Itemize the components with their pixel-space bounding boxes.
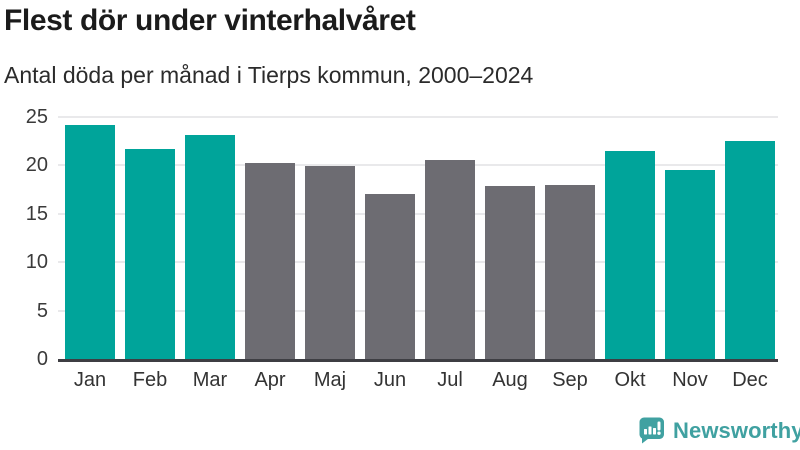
newsworthy-logo: Newsworthy <box>639 417 800 444</box>
chart-subtitle: Antal döda per månad i Tierps kommun, 20… <box>4 62 534 88</box>
gridline-y-15 <box>58 212 778 215</box>
bar-dec <box>725 141 775 359</box>
y-tick-label-0: 0 <box>36 348 48 370</box>
y-tick-label-10: 10 <box>25 251 48 274</box>
x-tick-label-jun: Jun <box>373 369 407 391</box>
bar-maj <box>305 166 355 359</box>
y-tick-label-20: 20 <box>25 154 48 177</box>
x-tick-label-feb: Feb <box>132 369 168 391</box>
bar-jun <box>365 194 415 359</box>
y-tick-label-5: 5 <box>36 299 48 322</box>
bar-feb <box>125 148 175 359</box>
newsworthy-speech-bubble-bar-chart-icon <box>639 417 664 444</box>
x-tick-label-aug: Aug <box>492 369 528 391</box>
bar-jan <box>65 124 115 359</box>
gridline-y-20 <box>58 164 778 167</box>
bar-nov <box>665 170 715 359</box>
x-tick-label-sep: Sep <box>552 369 588 391</box>
x-tick-label-okt: Okt <box>614 369 646 391</box>
x-tick-label-nov: Nov <box>672 369 708 391</box>
brand-name: Newsworthy <box>673 417 800 443</box>
bar-sep <box>545 184 595 359</box>
bar-okt <box>605 150 655 359</box>
y-tick-label-15: 15 <box>25 202 48 225</box>
bar-mar <box>185 135 235 359</box>
gridline-y-25 <box>58 116 778 118</box>
plot-area <box>58 116 778 362</box>
bar-aug <box>485 185 535 359</box>
x-tick-label-maj: Maj <box>313 369 347 391</box>
y-tick-label-25: 25 <box>25 106 48 128</box>
bar-jul <box>425 159 475 359</box>
gridline-y-10 <box>58 261 778 264</box>
x-axis-line <box>58 359 778 362</box>
x-tick-label-apr: Apr <box>254 369 286 391</box>
x-tick-label-dec: Dec <box>732 369 768 391</box>
gridline-y-5 <box>58 309 778 312</box>
x-tick-label-mar: Mar <box>192 369 228 391</box>
chart-title: Flest dör under vinterhalvåret <box>4 4 416 37</box>
x-tick-label-jan: Jan <box>73 369 107 391</box>
bar-apr <box>245 163 295 359</box>
x-tick-label-jul: Jul <box>437 369 463 391</box>
